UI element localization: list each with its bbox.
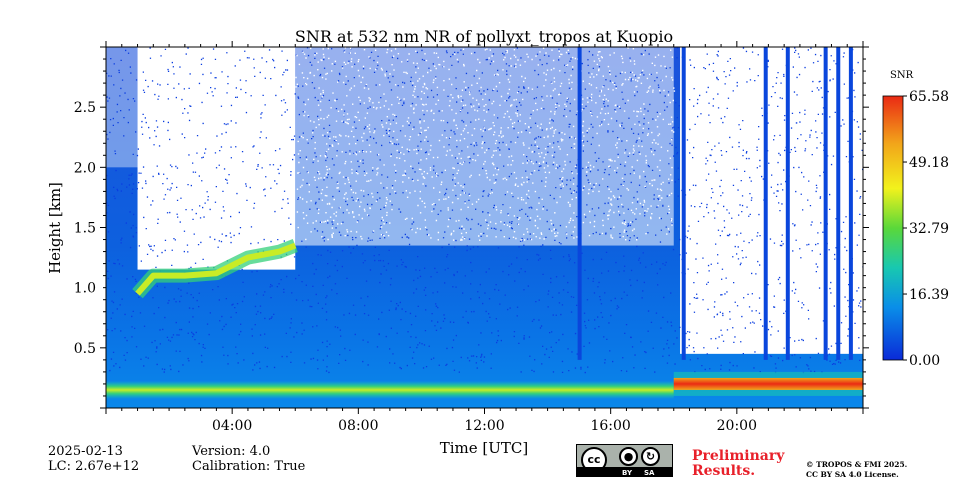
x-axis-label: Time [UTC]: [440, 439, 529, 457]
y-tick-label: 2.5: [74, 100, 96, 116]
preliminary-line1: Preliminary: [692, 448, 785, 464]
footer-lc: LC: 2.67e+12: [48, 459, 140, 474]
sparse-signal-region: [106, 47, 138, 168]
copyright-line1: © TROPOS & FMI 2025.: [806, 460, 908, 469]
copyright-line2: CC BY SA 4.0 License.: [806, 470, 899, 479]
y-tick-label: 1.0: [74, 281, 96, 297]
colorbar-label: SNR: [890, 70, 914, 81]
by-label: BY: [622, 469, 633, 477]
x-axis: 04:00 08:00 12:00 16:00 20:00: [105, 41, 864, 434]
x-tick-label: 04:00: [212, 418, 252, 434]
precip-column: [763, 47, 768, 360]
colorbar-tick-label: 0.00: [909, 353, 940, 369]
colorbar-tick-label: 49.18: [909, 155, 949, 171]
precip-column: [836, 47, 841, 360]
precip-column: [785, 47, 790, 360]
cloud-layer-core: [135, 242, 297, 296]
x-tick-label: 08:00: [338, 418, 378, 434]
heatmap-noise: [106, 47, 863, 374]
sa-label: SA: [644, 469, 655, 477]
x-tick-label: 20:00: [717, 418, 757, 434]
y-tick-label: 0.5: [74, 341, 96, 357]
y-axis-label: Height [km]: [46, 182, 64, 274]
no-signal-region: [137, 47, 296, 270]
attribution-icon: ●: [619, 447, 638, 466]
colorbar-tick-label: 65.58: [909, 89, 949, 105]
precip-column: [823, 47, 828, 360]
precip-column: [848, 47, 853, 360]
colorbar-tick-label: 32.79: [909, 221, 949, 237]
sparse-signal-region: [295, 47, 674, 246]
precip-column: [577, 47, 582, 360]
surface-layer: [106, 380, 674, 399]
low-cloud-layer: [673, 377, 863, 390]
colorbar: [882, 95, 904, 361]
y-tick-label: 2.0: [74, 160, 96, 176]
footer-calibration: Calibration: True: [192, 459, 306, 474]
x-tick-label: 16:00: [590, 418, 630, 434]
footer-version: Version: 4.0: [192, 444, 271, 459]
no-signal-region: [680, 47, 863, 354]
footer-date: 2025-02-13: [48, 444, 123, 459]
colorbar-ticks: 0.00 16.39 32.79 49.18 65.58: [903, 89, 949, 369]
chart-title: SNR at 532 nm NR of pollyxt_tropos at Ku…: [295, 27, 673, 46]
cc-license-badge: cc ● ↻ BY SA: [576, 444, 673, 477]
x-tick-label: 12:00: [464, 418, 504, 434]
colorbar-tick-label: 16.39: [909, 287, 949, 303]
heatmap-features: [106, 47, 863, 399]
y-tick-label: 1.5: [74, 221, 96, 237]
y-axis: 0.5 1.0 1.5 2.0 2.5: [74, 46, 869, 409]
share-alike-icon: ↻: [641, 447, 660, 466]
preliminary-line2: Results.: [692, 463, 756, 479]
precip-column: [681, 47, 686, 360]
